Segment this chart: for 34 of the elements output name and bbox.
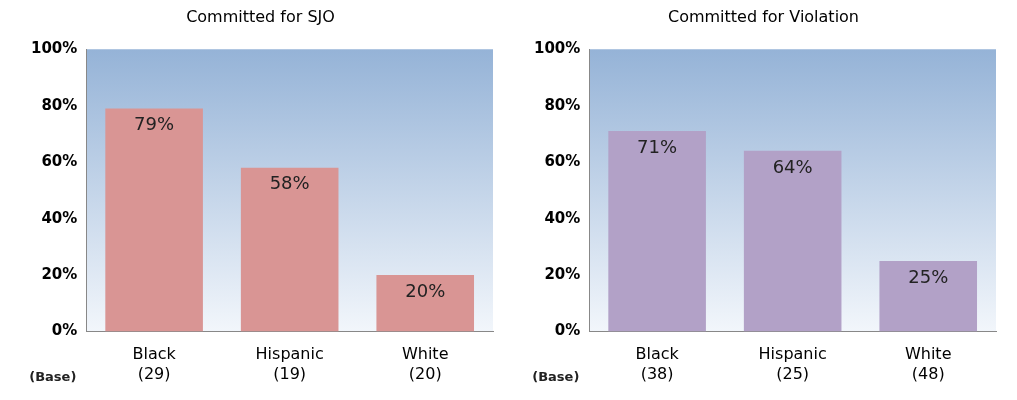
y-tick-label: 80% [41,95,78,114]
data-label: 58% [269,172,310,194]
bar [105,108,203,332]
y-tick-label: 0% [51,321,78,340]
chart-title: Committed for Violation [667,6,860,26]
y-tick-label: 0% [554,321,581,340]
y-tick-label: 20% [544,265,581,284]
x-tick-label: White (20) [401,344,449,383]
y-tick-label: 40% [41,208,78,227]
x-tick-label: Black (29) [132,344,177,383]
text: (Base) [532,369,580,385]
y-tick-label: 80% [544,95,581,114]
x-tick-label: Black (38) [635,344,680,383]
y-tick-label: 40% [544,208,581,227]
bar [376,275,475,332]
x-tick-label: Hispanic (25) [758,344,827,383]
data-label: 71% [637,135,678,157]
x-tick-label: White (48) [904,344,952,383]
y-tick-label: 20% [41,265,78,284]
bar [608,131,706,332]
y-tick-label: 100% [31,39,78,58]
data-label: 25% [908,265,949,287]
bar [879,261,978,332]
bar [743,150,842,332]
x-tick-label: Hispanic (19) [255,344,324,383]
data-label: 64% [772,155,813,177]
y-tick-label: 60% [544,152,581,171]
y-tick-label: 60% [41,152,78,171]
bar [240,167,339,332]
text: (Base) [29,369,77,385]
y-tick-label: 100% [534,39,581,58]
chart-title: Committed for SJO [186,6,335,26]
data-label: 79% [134,113,175,135]
data-label: 20% [405,279,446,301]
